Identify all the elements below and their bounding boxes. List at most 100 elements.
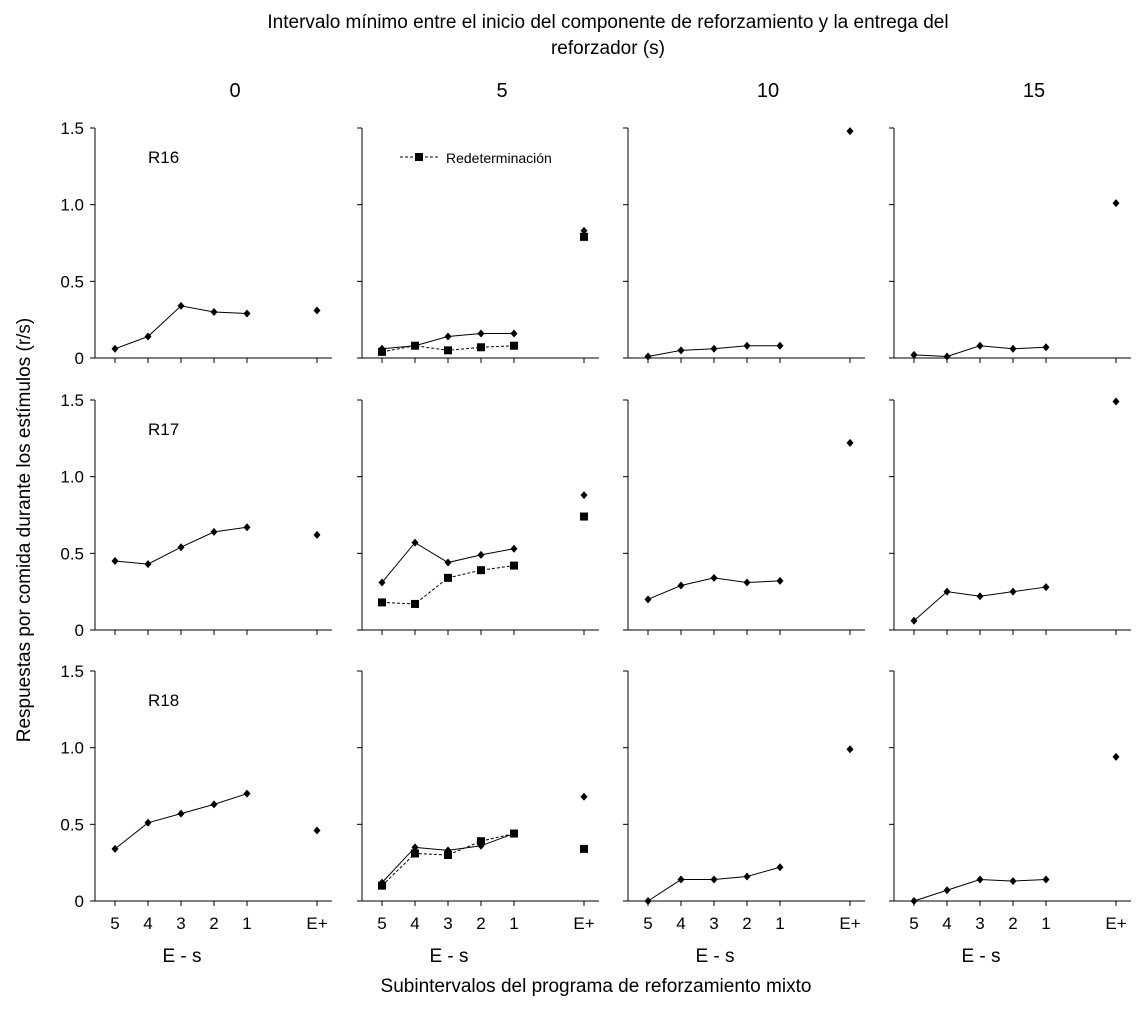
data-point-diamond: [1009, 344, 1017, 353]
data-point-diamond: [776, 341, 784, 350]
data-point-diamond: [243, 789, 251, 798]
data-point-diamond: [943, 352, 951, 361]
panel-x-label: E - s: [429, 946, 468, 967]
data-point-diamond: [444, 846, 452, 855]
subject-label: R17: [148, 420, 179, 439]
data-point-diamond: [243, 309, 251, 318]
data-point-diamond: [111, 344, 119, 353]
data-point-square: [580, 232, 588, 241]
data-point-diamond: [1112, 752, 1120, 761]
data-point-diamond: [111, 844, 119, 853]
y-tick-label: 0: [75, 349, 84, 368]
data-point-diamond: [144, 560, 152, 569]
subject-label: R18: [148, 691, 179, 710]
y-tick-label: 1.0: [60, 739, 84, 758]
data-point-diamond: [378, 578, 386, 587]
figure-title-line-2: reforzador (s): [551, 38, 665, 59]
x-tick-label: 2: [742, 914, 751, 933]
data-point-diamond: [210, 308, 218, 316]
x-tick-label: 3: [975, 914, 984, 933]
data-point-diamond: [444, 558, 452, 567]
data-point-diamond: [1042, 583, 1050, 592]
y-axis-label: Respuestas por comida durante los estímu…: [14, 318, 35, 743]
data-point-square: [411, 599, 419, 608]
y-tick-label: 0.5: [60, 272, 84, 291]
data-point-diamond: [210, 800, 218, 809]
data-point-diamond: [411, 538, 419, 547]
data-point-square: [477, 837, 485, 846]
panel-x-label: E - s: [162, 946, 201, 967]
data-point-diamond: [677, 346, 685, 355]
y-tick-label: 0.5: [60, 544, 84, 563]
data-point-diamond: [943, 587, 951, 596]
data-point-diamond: [710, 573, 718, 582]
data-point-diamond: [846, 127, 854, 136]
y-tick-label: 1.0: [60, 468, 84, 487]
data-point-diamond: [846, 745, 854, 754]
data-point-diamond: [477, 550, 485, 559]
data-point-diamond: [177, 543, 185, 552]
series-line: [913, 586, 1047, 622]
x-tick-label: E+: [1105, 914, 1126, 933]
x-tick-label: 3: [176, 914, 185, 933]
panel-x-label: E - s: [961, 946, 1000, 967]
data-point-diamond: [177, 301, 185, 310]
figure-title-line-1: Intervalo mínimo entre el inicio del com…: [267, 12, 948, 33]
data-point-diamond: [677, 875, 685, 884]
data-point-diamond: [313, 826, 321, 835]
x-tick-label: 1: [509, 914, 518, 933]
x-tick-label: E+: [573, 914, 594, 933]
x-tick-label: 1: [775, 914, 784, 933]
series-line-redeterminacion: [381, 833, 515, 887]
x-tick-label: 2: [209, 914, 218, 933]
series-line: [114, 305, 248, 350]
data-point-diamond: [378, 878, 386, 887]
x-tick-label: 5: [909, 914, 918, 933]
data-point-diamond: [580, 792, 588, 801]
data-point-diamond: [776, 576, 784, 585]
y-tick-label: 0: [75, 892, 84, 911]
subject-label: R16: [148, 148, 179, 167]
data-point-diamond: [477, 329, 485, 338]
data-point-square: [444, 573, 452, 582]
x-axis-label: Subintervalos del programa de reforzamie…: [381, 976, 812, 997]
x-tick-label: E+: [306, 914, 327, 933]
data-point-diamond: [510, 329, 518, 338]
data-point-diamond: [444, 332, 452, 341]
column-header: 15: [1023, 80, 1045, 102]
data-point-diamond: [943, 886, 951, 895]
data-point-diamond: [776, 863, 784, 872]
x-tick-label: 2: [476, 914, 485, 933]
data-point-diamond: [644, 595, 652, 604]
x-tick-label: 1: [1041, 914, 1050, 933]
data-point-diamond: [976, 592, 984, 601]
x-tick-label: 2: [1008, 914, 1017, 933]
data-point-diamond: [644, 352, 652, 361]
data-point-diamond: [510, 829, 518, 838]
data-point-square: [411, 849, 419, 858]
legend-marker: [415, 153, 423, 161]
data-point-diamond: [1042, 875, 1050, 884]
data-point-diamond: [580, 491, 588, 500]
panel-x-label: E - s: [695, 946, 734, 967]
y-tick-label: 1.0: [60, 196, 84, 215]
legend-label: Redeterminación: [446, 150, 552, 166]
data-point-diamond: [910, 897, 918, 905]
x-tick-label: 5: [110, 914, 119, 933]
data-point-diamond: [976, 875, 984, 884]
series-line: [647, 866, 781, 902]
data-point-diamond: [313, 306, 321, 315]
y-tick-label: 1.5: [60, 662, 84, 681]
data-point-diamond: [144, 332, 152, 341]
data-point-square: [580, 512, 588, 521]
x-tick-label: 4: [942, 914, 951, 933]
y-tick-label: 0.5: [60, 815, 84, 834]
data-point-diamond: [144, 818, 152, 827]
data-point-diamond: [243, 523, 251, 532]
data-point-diamond: [177, 809, 185, 818]
data-point-diamond: [743, 341, 751, 350]
series-line-redeterminacion: [381, 565, 515, 605]
x-tick-label: 4: [143, 914, 152, 933]
data-point-square: [444, 346, 452, 355]
